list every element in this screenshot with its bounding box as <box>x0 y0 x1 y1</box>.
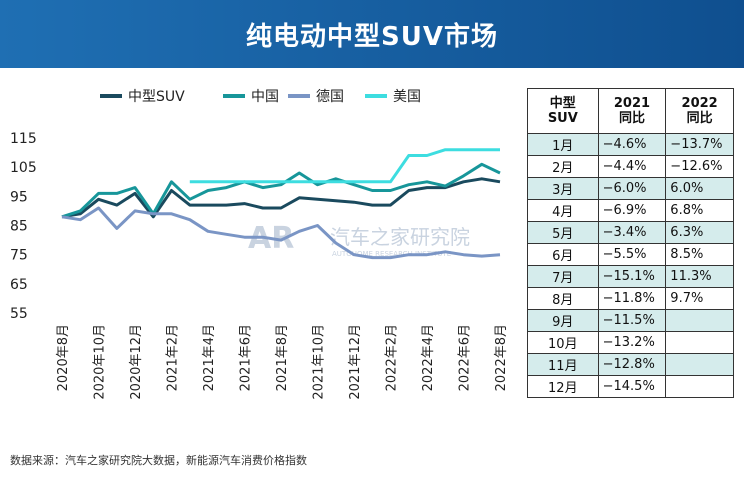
watermark-subtext: AUTOHOME RESEARCH INSTITUTE <box>332 250 451 258</box>
table-row: 4月 −6.9% 6.8% <box>527 199 734 222</box>
yoy-2021-cell: −6.9% <box>597 199 667 222</box>
yoy-2022-cell: 9.7% <box>665 287 734 310</box>
legend-label: 中国 <box>251 89 279 105</box>
y-axis: 115 105 95 85 75 65 55 <box>10 131 37 322</box>
yoy-2021-cell: −3.4% <box>597 221 667 244</box>
table-row: 12月 −14.5% <box>527 375 734 398</box>
yoy-2022-cell <box>665 353 734 376</box>
yoy-2022-cell: 6.8% <box>665 199 734 222</box>
x-tick-label: 2020年12月 <box>129 324 144 400</box>
header-2021: 2021 同比 <box>597 88 667 134</box>
yoy-2021-cell: −4.6% <box>597 133 667 156</box>
y-tick-label: 105 <box>10 160 37 176</box>
month-cell: 9月 <box>527 309 599 332</box>
table-row: 9月 −11.5% <box>527 309 734 332</box>
legend-label: 中型SUV <box>128 89 185 105</box>
month-cell: 12月 <box>527 375 599 398</box>
yoy-2021-cell: −13.2% <box>597 331 667 354</box>
y-tick-label: 115 <box>10 131 37 147</box>
source-note: 数据来源：汽车之家研究院大数据，新能源汽车消费价格指数 <box>10 454 307 467</box>
month-cell: 6月 <box>527 243 599 266</box>
table-row: 8月 −11.8% 9.7% <box>527 287 734 310</box>
header-2022: 2022 同比 <box>665 88 734 134</box>
x-axis: 2020年8月 2020年10月 2020年12月 2021年2月 2021年4月 202… <box>56 324 509 400</box>
y-tick-label: 75 <box>10 248 28 264</box>
page-title: 纯电动中型SUV市场 <box>246 21 498 52</box>
yoy-2022-cell <box>665 309 734 332</box>
x-tick-label: 2022年2月 <box>385 324 400 391</box>
table-row: 11月 −12.8% <box>527 353 734 376</box>
legend-item: 中国 <box>223 89 279 105</box>
yoy-2021-cell: −11.5% <box>597 309 667 332</box>
legend-item: 美国 <box>365 89 421 105</box>
yoy-2021-cell: −14.5% <box>597 375 667 398</box>
month-cell: 1月 <box>527 133 599 156</box>
x-tick-label: 2022年8月 <box>494 324 509 391</box>
table-row: 2月 −4.4% −12.6% <box>527 155 734 178</box>
chart-series <box>61 148 501 260</box>
month-cell: 2月 <box>527 155 599 178</box>
x-tick-label: 2021年10月 <box>312 324 327 400</box>
yoy-2021-cell: −5.5% <box>597 243 667 266</box>
yoy-2022-cell: −13.7% <box>665 133 734 156</box>
series-line-德国 <box>61 206 501 260</box>
x-tick-label: 2021年8月 <box>275 324 290 391</box>
yoy-2022-cell <box>665 331 734 354</box>
table-row: 1月 −4.6% −13.7% <box>527 133 734 156</box>
x-tick-label: 2021年2月 <box>166 324 181 391</box>
month-cell: 11月 <box>527 353 599 376</box>
yoy-table-header: 中型 SUV 2021 同比 2022 同比 <box>527 88 734 134</box>
month-cell: 4月 <box>527 199 599 222</box>
series-line-美国 <box>189 148 500 184</box>
month-cell: 10月 <box>527 331 599 354</box>
legend-item: 德国 <box>288 89 344 105</box>
yoy-table: 中型 SUV 2021 同比 2022 同比 1月 −4.6% −13.7% 2月 −4.4%… <box>527 88 734 398</box>
x-tick-label: 2021年12月 <box>348 324 363 400</box>
table-row: 10月 −13.2% <box>527 331 734 354</box>
table-row: 3月 −6.0% 6.0% <box>527 177 734 200</box>
x-tick-label: 2022年4月 <box>421 324 436 391</box>
yoy-2021-cell: −4.4% <box>597 155 667 178</box>
yoy-2022-cell: 11.3% <box>665 265 734 288</box>
watermark-text: 汽车之家研究院 <box>330 225 470 249</box>
x-tick-label: 2020年10月 <box>93 324 108 400</box>
yoy-2022-cell: 8.5% <box>665 243 734 266</box>
title-banner: 纯电动中型SUV市场 <box>0 0 744 68</box>
yoy-2021-cell: −15.1% <box>597 265 667 288</box>
y-tick-label: 55 <box>10 306 28 322</box>
month-cell: 8月 <box>527 287 599 310</box>
y-tick-label: 85 <box>10 219 28 235</box>
y-tick-label: 95 <box>10 189 28 205</box>
yoy-2021-cell: −6.0% <box>597 177 667 200</box>
series-line-中国 <box>61 162 501 219</box>
yoy-2022-cell <box>665 375 734 398</box>
yoy-2022-cell: 6.3% <box>665 221 734 244</box>
table-row: 5月 −3.4% 6.3% <box>527 221 734 244</box>
month-cell: 7月 <box>527 265 599 288</box>
month-cell: 5月 <box>527 221 599 244</box>
chart-legend: 中型SUV 中国 德国 美国 <box>100 89 421 105</box>
table-row: 7月 −15.1% 11.3% <box>527 265 734 288</box>
x-tick-label: 2020年8月 <box>56 324 71 391</box>
x-tick-label: 2022年6月 <box>458 324 473 391</box>
yoy-2021-cell: −12.8% <box>597 353 667 376</box>
legend-label: 美国 <box>393 89 421 105</box>
series-line-中型SUV <box>61 177 501 219</box>
yoy-2022-cell: −12.6% <box>665 155 734 178</box>
y-tick-label: 65 <box>10 277 28 293</box>
legend-label: 德国 <box>316 89 344 105</box>
yoy-2021-cell: −11.8% <box>597 287 667 310</box>
legend-item: 中型SUV <box>100 89 185 105</box>
x-tick-label: 2021年6月 <box>239 324 254 391</box>
x-tick-label: 2021年4月 <box>202 324 217 391</box>
table-row: 6月 −5.5% 8.5% <box>527 243 734 266</box>
month-cell: 3月 <box>527 177 599 200</box>
yoy-2022-cell: 6.0% <box>665 177 734 200</box>
header-model: 中型 SUV <box>527 88 599 134</box>
